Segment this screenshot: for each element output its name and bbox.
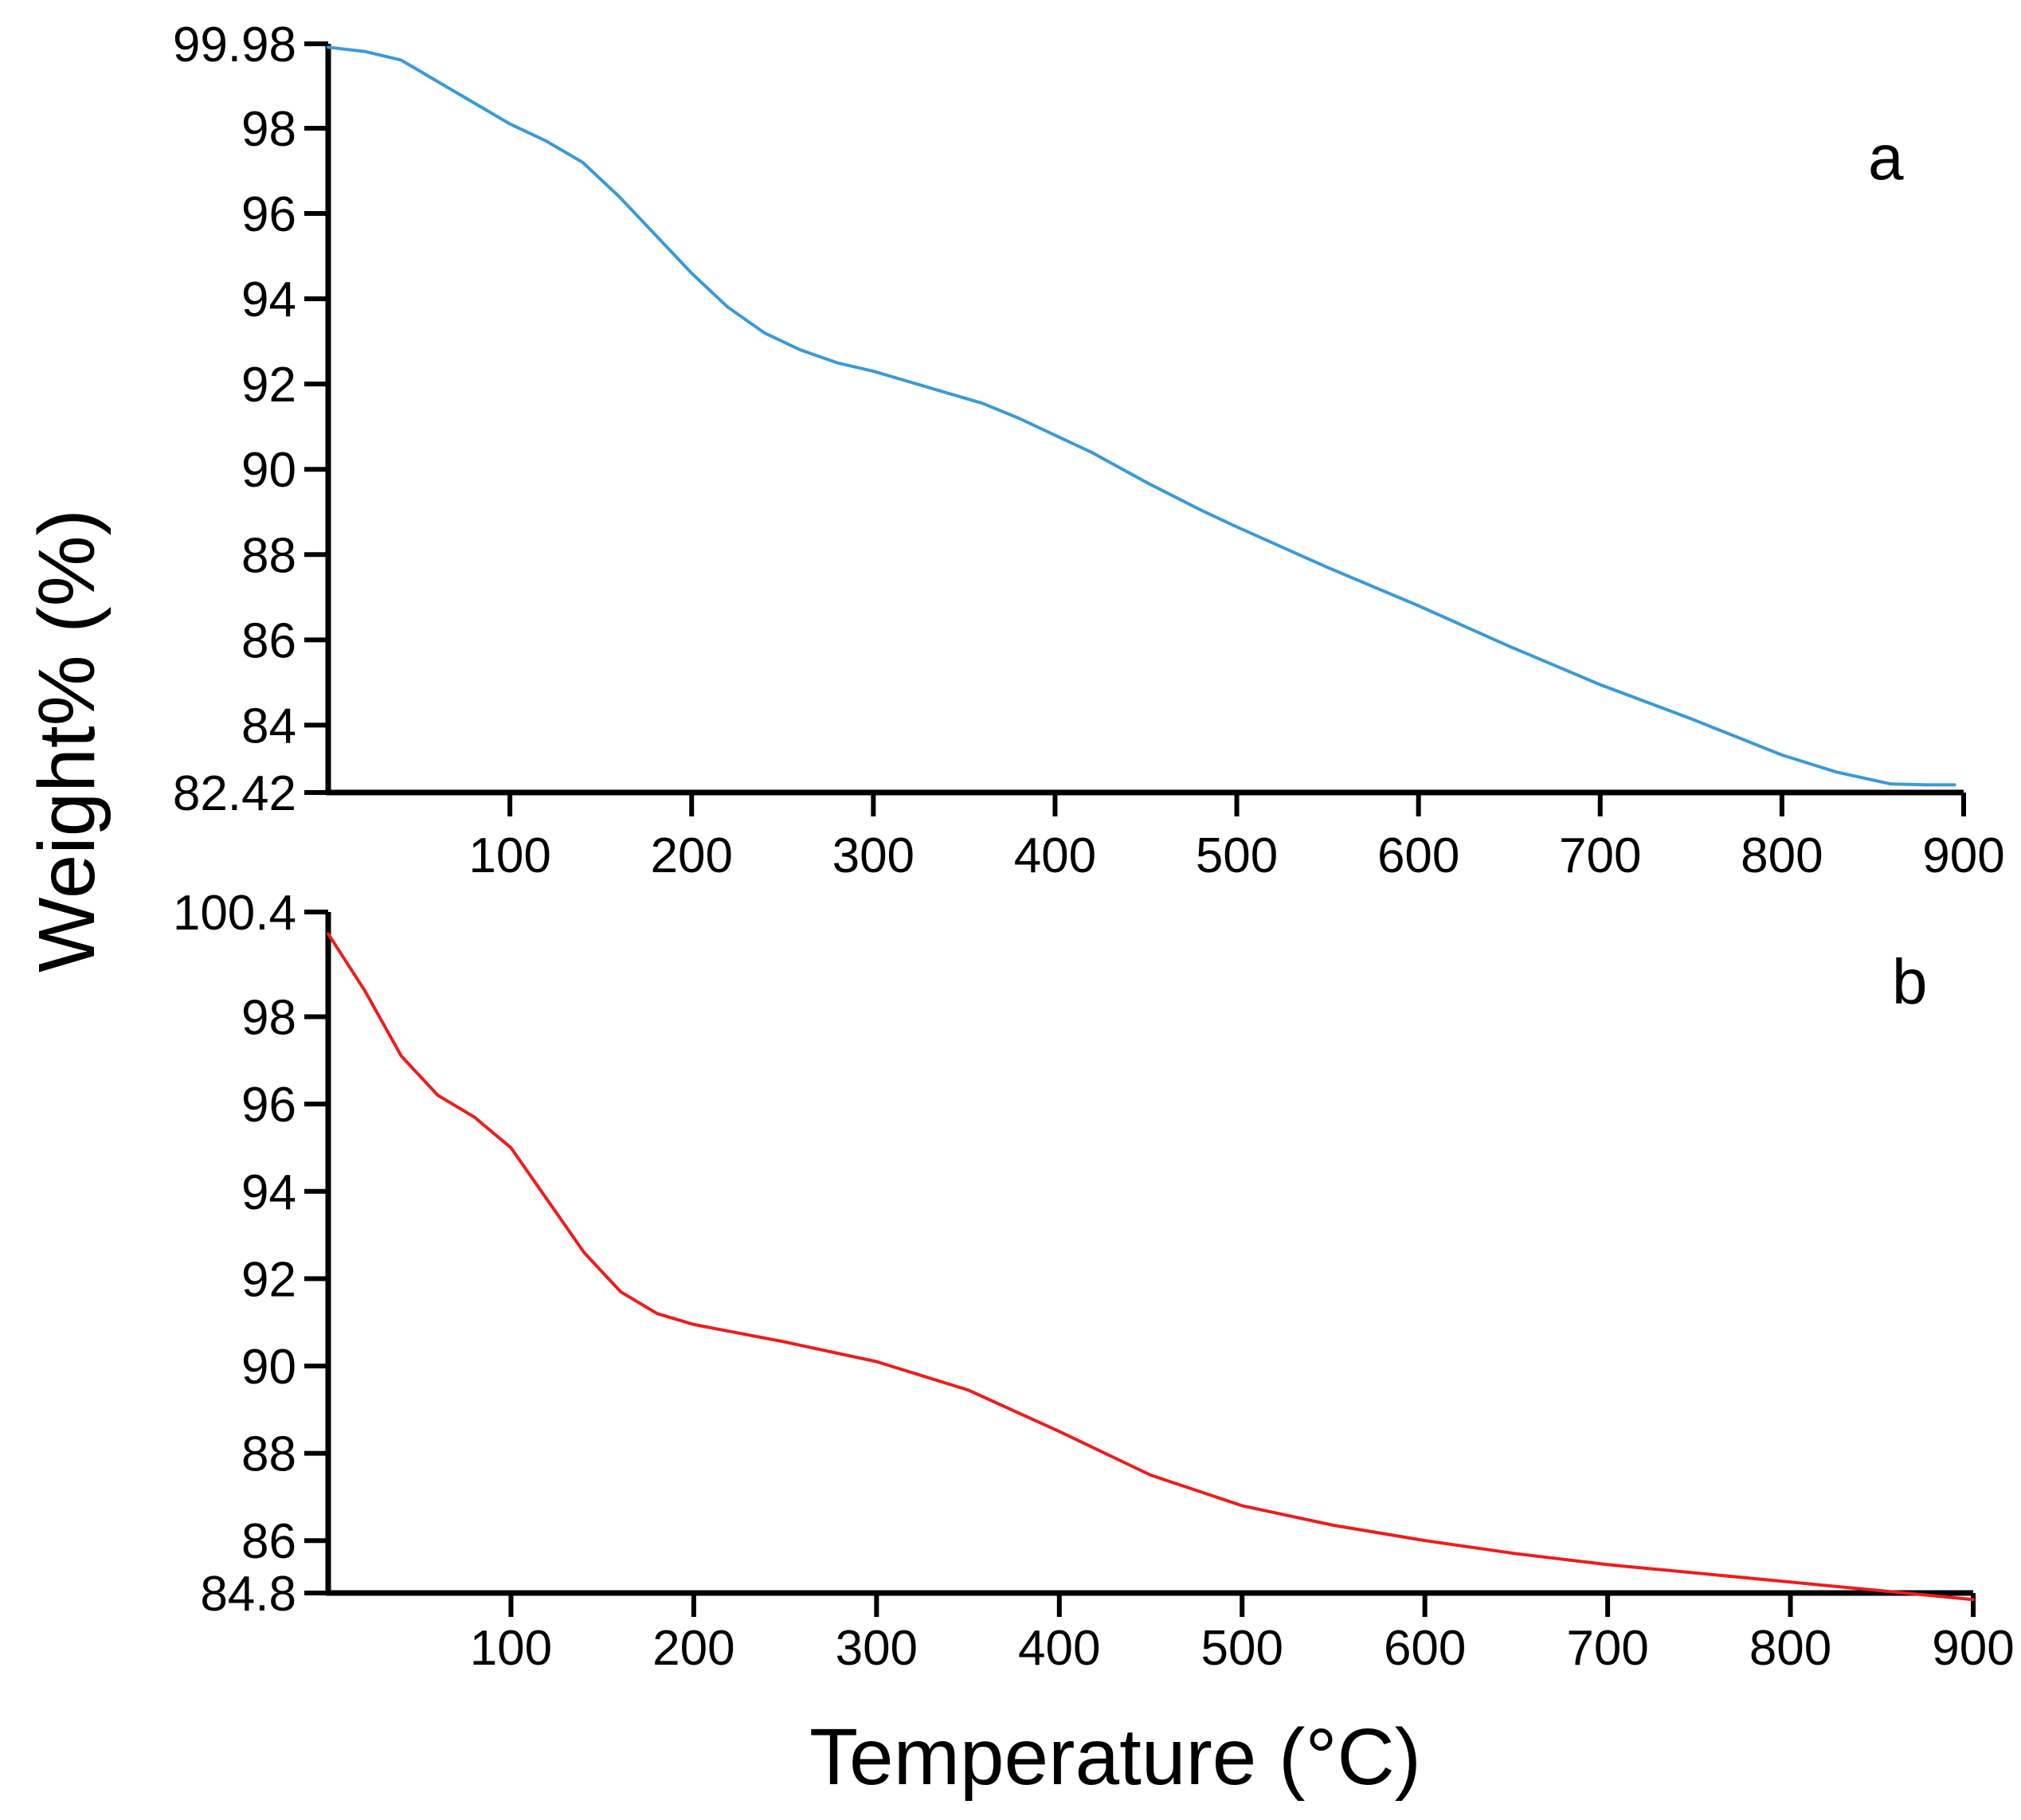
y-axis-title: Weight% (%) — [22, 509, 112, 973]
x-tick-label: 400 — [1018, 1621, 1100, 1676]
x-tick-label: 300 — [832, 828, 915, 883]
x-tick-label: 200 — [650, 828, 732, 883]
y-tick-label: 94 — [241, 1165, 296, 1220]
y-tick-label: 88 — [241, 1427, 296, 1482]
x-tick-label: 600 — [1384, 1621, 1466, 1676]
x-tick-label: 100 — [470, 1621, 552, 1676]
y-tick-label: 84 — [241, 699, 296, 753]
x-tick-label: 900 — [1932, 1621, 2014, 1676]
y-tick-label: 84.8 — [200, 1567, 296, 1622]
x-tick-label: 500 — [1196, 828, 1278, 883]
x-tick-label: 800 — [1749, 1621, 1831, 1676]
x-tick-label: 200 — [652, 1621, 734, 1676]
y-tick-label: 86 — [241, 1514, 296, 1569]
panel-a: 82.42 84 86 88 90 92 94 96 98 99.98 100 200 300 400 50… — [173, 18, 2005, 883]
panel-b: 84.886 88 90 92 94 96 98 100.4 100 200 300 400 500 60… — [173, 886, 2015, 1676]
x-tick-label: 900 — [1922, 828, 2004, 883]
y-tick-label: 86 — [241, 613, 296, 668]
y-tick-label: 92 — [241, 358, 296, 413]
y-tick-label: 82.42 — [173, 766, 296, 821]
panel-letter: a — [1868, 122, 1904, 193]
y-tick-label: 94 — [241, 272, 296, 327]
series-line — [327, 932, 1975, 1602]
x-tick-label: 600 — [1377, 828, 1459, 883]
y-tick-label: 98 — [241, 991, 296, 1046]
y-tick-label: 96 — [241, 1078, 296, 1133]
x-tick-label: 400 — [1014, 828, 1096, 883]
y-tick-label: 90 — [241, 1340, 296, 1395]
x-axis-title: Temperature (°C) — [809, 1712, 1421, 1802]
x-tick-label: 500 — [1200, 1621, 1283, 1676]
x-tick-label: 100 — [468, 828, 550, 883]
y-tick-label: 92 — [241, 1252, 296, 1307]
panel-letter: b — [1892, 946, 1928, 1017]
y-tick-label: 98 — [241, 102, 296, 157]
x-tick-label: 300 — [836, 1621, 918, 1676]
y-tick-label: 90 — [241, 443, 296, 498]
x-tick-label: 700 — [1566, 1621, 1648, 1676]
x-tick-label: 700 — [1559, 828, 1641, 883]
y-tick-label: 99.98 — [173, 18, 296, 72]
y-tick-label: 96 — [241, 187, 296, 242]
y-tick-label: 100.4 — [173, 886, 296, 941]
y-tick-label: 88 — [241, 528, 296, 583]
x-tick-label: 800 — [1741, 828, 1823, 883]
series-line — [327, 45, 1956, 787]
